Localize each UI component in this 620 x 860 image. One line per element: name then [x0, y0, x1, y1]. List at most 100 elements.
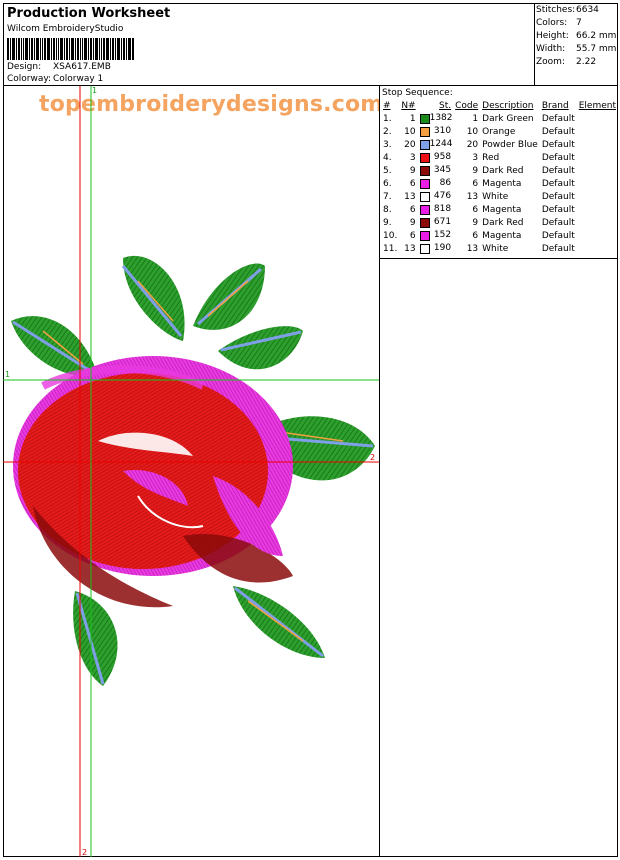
table-row: 11. 13 190 13 White Default [381, 242, 618, 255]
color-swatch [419, 127, 430, 137]
axis-label-h1: 1 [5, 370, 11, 379]
table-row: 8. 6 818 6 Magenta Default [381, 203, 618, 216]
color-swatch [419, 166, 430, 176]
row-code: 1 [472, 113, 479, 124]
row-description: Orange [482, 126, 516, 137]
color-swatch [419, 218, 430, 228]
row-needle: 3 [409, 152, 416, 163]
row-index: 9. [383, 217, 392, 228]
row-brand: Default [541, 139, 575, 150]
row-needle: 6 [409, 230, 416, 241]
col-code: Code [455, 100, 479, 111]
color-swatch [419, 140, 430, 150]
table-row: 1. 1 1382 1 Dark Green Default [381, 112, 618, 125]
row-stitches: 1244 [418, 138, 453, 151]
row-stitches: 818 [418, 203, 453, 216]
row-element [577, 190, 618, 203]
row-brand: Default [541, 204, 575, 215]
rose-petals [13, 356, 293, 608]
row-stitches: 310 [418, 125, 453, 138]
color-swatch [419, 192, 430, 202]
col-description: Description [482, 100, 534, 111]
row-element [577, 112, 618, 125]
row-code: 20 [466, 139, 479, 150]
worksheet-frame [3, 3, 618, 857]
col-stitches: St. [438, 100, 452, 111]
table-row: 2. 10 310 10 Orange Default [381, 125, 618, 138]
axis-label-h2: 2 [370, 453, 376, 462]
row-description: Dark Red [482, 217, 524, 228]
row-description: Magenta [482, 178, 522, 189]
row-needle: 20 [404, 139, 416, 150]
row-code: 6 [472, 204, 479, 215]
colorway-label: Colorway: [7, 74, 52, 84]
row-code: 13 [466, 243, 479, 254]
row-brand: Default [541, 230, 575, 241]
row-brand: Default [541, 126, 575, 137]
stop-sequence-panel: Stop Sequence: # N# St. Code Description… [380, 86, 618, 259]
color-swatch [419, 244, 430, 254]
row-needle: 6 [409, 204, 416, 215]
table-row: 4. 3 958 3 Red Default [381, 151, 618, 164]
row-description: Magenta [482, 230, 522, 241]
row-stitches: 86 [418, 177, 453, 190]
row-stitches: 345 [418, 164, 453, 177]
row-brand: Default [541, 165, 575, 176]
row-needle: 13 [404, 191, 416, 202]
row-brand: Default [541, 243, 575, 254]
col-element: Element [578, 100, 616, 111]
watermark-text: topembroiderydesigns.com [39, 92, 380, 117]
row-element [577, 164, 618, 177]
row-brand: Default [541, 152, 575, 163]
row-needle: 9 [409, 217, 416, 228]
table-row: 3. 20 1244 20 Powder Blue Default [381, 138, 618, 151]
row-needle: 6 [409, 178, 416, 189]
design-preview: topembroiderydesigns.com [3, 86, 380, 857]
row-code: 6 [472, 230, 479, 241]
row-element [577, 125, 618, 138]
row-description: White [482, 243, 509, 254]
table-row: 9. 9 671 9 Dark Red Default [381, 216, 618, 229]
row-code: 13 [466, 191, 479, 202]
row-description: Powder Blue [482, 139, 538, 150]
row-description: Red [482, 152, 500, 163]
table-row: 7. 13 476 13 White Default [381, 190, 618, 203]
row-index: 3. [383, 139, 392, 150]
row-element [577, 242, 618, 255]
row-brand: Default [541, 178, 575, 189]
col-index: # [383, 100, 391, 111]
row-element [577, 177, 618, 190]
row-stitches: 152 [418, 229, 453, 242]
row-description: Magenta [482, 204, 522, 215]
stat-colors: Colors: 7 [536, 18, 582, 28]
design-stats: Stitches: 6634 Colors: 7 Height: 66.2 mm Wi… [535, 3, 618, 86]
col-needle: N# [401, 100, 416, 111]
row-code: 9 [472, 217, 479, 228]
row-index: 1. [383, 113, 392, 124]
row-index: 7. [383, 191, 392, 202]
color-swatch [419, 205, 430, 215]
row-code: 3 [472, 152, 479, 163]
software-name: Wilcom EmbroideryStudio [7, 24, 124, 34]
row-index: 5. [383, 165, 392, 176]
row-code: 9 [472, 165, 479, 176]
row-index: 6. [383, 178, 392, 189]
color-swatch [419, 153, 430, 163]
table-row: 5. 9 345 9 Dark Red Default [381, 164, 618, 177]
stop-sequence-title: Stop Sequence: [382, 88, 453, 98]
row-brand: Default [541, 113, 575, 124]
row-description: White [482, 191, 509, 202]
rose-embroidery-icon [3, 86, 379, 857]
row-needle: 10 [404, 126, 416, 137]
design-label: Design: [7, 62, 42, 72]
design-filename: XSA617.EMB [53, 62, 111, 72]
barcode-icon [7, 38, 134, 60]
stat-width: Width: 55.7 mm [536, 44, 617, 54]
row-element [577, 138, 618, 151]
table-row: 6. 6 86 6 Magenta Default [381, 177, 618, 190]
row-description: Dark Red [482, 165, 524, 176]
table-header-row: # N# St. Code Description Brand Element [381, 99, 618, 112]
row-stitches: 1382 [418, 112, 453, 125]
page-title: Production Worksheet [7, 6, 171, 21]
row-stitches: 476 [418, 190, 453, 203]
